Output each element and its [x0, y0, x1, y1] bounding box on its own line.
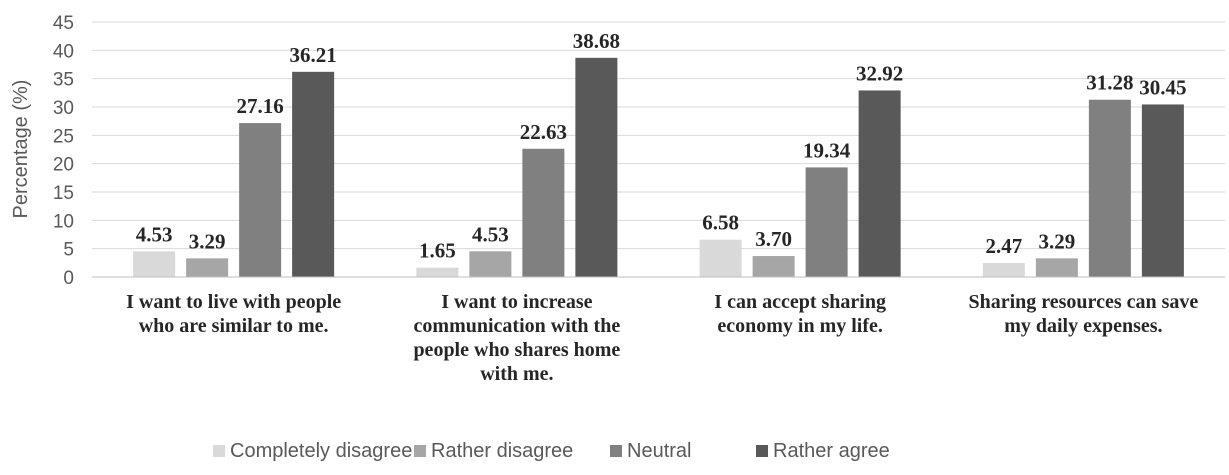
- bar: [133, 251, 176, 277]
- bar: [292, 71, 335, 277]
- bar: [805, 167, 848, 277]
- x-tick-label: economy in my life.: [717, 315, 883, 337]
- x-tick-label: people who shares home: [413, 339, 620, 361]
- bar: [699, 239, 742, 277]
- bar: [752, 256, 795, 277]
- y-tick-label: 45: [53, 13, 74, 34]
- legend-label: Completely disagree: [230, 440, 412, 462]
- y-tick-label: 10: [53, 211, 74, 232]
- data-label: 38.68: [573, 29, 620, 53]
- bar: [522, 148, 565, 277]
- legend: Completely disagree Rather disagree Neutra…: [213, 440, 890, 462]
- bar: [858, 90, 901, 277]
- bar: [1141, 104, 1184, 277]
- data-label: 19.34: [803, 138, 851, 162]
- data-label: 32.92: [856, 61, 903, 85]
- bar: [416, 267, 459, 277]
- data-label: 4.53: [136, 222, 173, 246]
- y-tick-label: 15: [53, 183, 74, 204]
- bar: [1035, 258, 1078, 277]
- bar: [469, 251, 512, 277]
- bar: [1088, 99, 1131, 277]
- data-label: 1.65: [419, 239, 456, 263]
- data-label: 22.63: [520, 120, 567, 144]
- x-tick-label: Sharing resources can save: [968, 291, 1198, 313]
- data-label: 27.16: [237, 94, 284, 118]
- y-tick-label: 5: [63, 240, 74, 261]
- y-tick-label: 30: [53, 98, 74, 119]
- legend-label: Rather disagree: [431, 440, 573, 462]
- legend-label: Rather agree: [773, 440, 890, 462]
- bars: [133, 57, 1184, 278]
- x-tick-label: communication with the: [414, 315, 621, 337]
- legend-swatch: [610, 445, 622, 457]
- legend-swatch: [213, 445, 225, 457]
- data-label: 30.45: [1139, 75, 1186, 99]
- data-labels: 4.53 3.29 27.16 36.21 1.65 4.53 22.63 38.68 6.58…: [136, 29, 1187, 263]
- bar: [575, 57, 618, 278]
- legend-swatch: [414, 445, 426, 457]
- y-tick-label: 0: [63, 268, 74, 289]
- x-tick-label: who are similar to me.: [139, 315, 329, 337]
- data-label: 3.29: [1039, 229, 1076, 253]
- bar: [186, 258, 229, 277]
- x-tick-label: I want to increase: [441, 291, 592, 313]
- y-axis-ticks: 0 5 10 15 20 25 30 35 40 45: [53, 13, 74, 289]
- y-tick-label: 40: [53, 41, 74, 62]
- x-tick-label: with me.: [480, 363, 553, 385]
- y-tick-label: 20: [53, 155, 74, 176]
- bar: [982, 263, 1025, 277]
- data-label: 4.53: [472, 222, 509, 246]
- data-label: 2.47: [986, 234, 1023, 258]
- data-label: 31.28: [1086, 71, 1133, 95]
- y-axis-title: Percentage (%): [10, 80, 32, 219]
- bar: [239, 123, 282, 278]
- y-tick-label: 25: [53, 126, 74, 147]
- legend-label: Neutral: [627, 440, 691, 462]
- data-label: 36.21: [290, 43, 337, 67]
- data-label: 3.70: [755, 227, 792, 251]
- data-label: 6.58: [702, 211, 739, 235]
- x-tick-label: I can accept sharing: [714, 291, 886, 313]
- x-tick-label: my daily expenses.: [1004, 315, 1162, 337]
- legend-swatch: [756, 445, 768, 457]
- x-tick-label: I want to live with people: [126, 291, 341, 313]
- data-label: 3.29: [189, 229, 226, 253]
- y-tick-label: 35: [53, 70, 74, 91]
